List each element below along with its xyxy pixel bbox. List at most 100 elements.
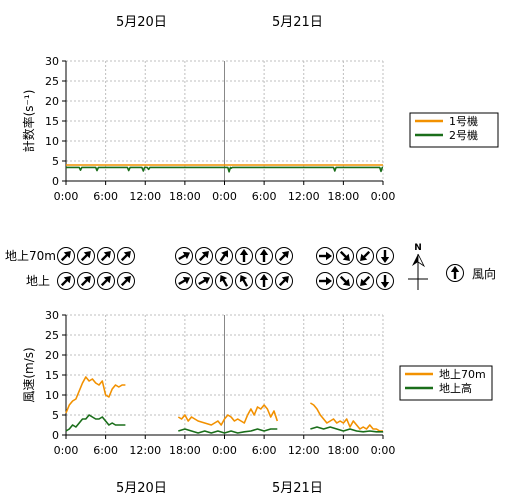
wind-arrow-shaft [222, 279, 229, 287]
wind-arrow [380, 250, 390, 263]
y-tick-label: 30 [45, 309, 59, 322]
wind-icon-lower [117, 272, 135, 290]
date-label-top-2: 5月21日 [272, 15, 323, 30]
wind-arrow-shaft [198, 254, 206, 262]
wind-arrow-shaft [278, 254, 286, 262]
wind-arrow-shaft [80, 279, 88, 287]
wind-arrow [100, 251, 111, 262]
wind-arrow-head [342, 278, 350, 286]
wind-arrow-shaft [363, 250, 371, 258]
wind-arrow-head [281, 251, 289, 259]
wind-arrow [178, 276, 191, 286]
wind-icon-upper [77, 247, 95, 265]
wind-arrow [360, 250, 371, 261]
wind-arrow-shaft [242, 279, 249, 287]
series-line-2 [178, 428, 278, 434]
x-tick-label: 6:00 [93, 190, 118, 203]
wind-arrow-head [380, 257, 390, 263]
wind-icon-upper [316, 247, 334, 265]
wind-arrow-shaft [80, 254, 88, 262]
legend-label: 地上70m [439, 368, 486, 381]
wind-arrow [178, 251, 191, 261]
wind-arrow-head [239, 249, 249, 255]
wind-arrow-head [360, 278, 368, 286]
wind-icon-upper [376, 247, 394, 265]
y-tick-label: 5 [52, 409, 59, 422]
wind-arrow [319, 251, 332, 261]
x-tick-label: 6:00 [252, 444, 277, 457]
wind-arrow-head [326, 276, 332, 286]
wind-arrow [80, 276, 91, 287]
wind-arrow-shaft [100, 279, 108, 287]
wind-arrow [380, 275, 390, 288]
wind-arrow-shaft [178, 254, 186, 261]
wind-icon-upper [175, 247, 193, 265]
y-tick-label: 5 [52, 155, 59, 168]
wind-arrow-head [281, 276, 289, 284]
wind-arrow [278, 276, 289, 287]
wind-arrow [278, 251, 289, 262]
x-tick-label: 6:00 [93, 444, 118, 457]
north-compass-icon: N [408, 243, 428, 290]
wind-icon-lower [215, 272, 233, 290]
y-axis-label: 計数率(s⁻¹) [21, 90, 36, 153]
wind-arrow-head [450, 266, 460, 272]
wind-arrow [100, 276, 111, 287]
y-tick-label: 20 [45, 349, 59, 362]
y-tick-label: 20 [45, 95, 59, 108]
legend-label: 1号機 [449, 114, 478, 128]
wind-arrow [259, 274, 269, 287]
wind-arrow-shaft [219, 254, 226, 262]
wind-arrow-shaft [120, 279, 128, 287]
series-line-1 [65, 376, 126, 414]
wind-arrow [198, 276, 211, 286]
wind-arrow-shaft [60, 279, 68, 287]
y-tick-label: 15 [45, 115, 59, 128]
wind-arrow-shaft [339, 275, 347, 283]
wind-arrow-head [239, 274, 248, 283]
wind-arrow-head [83, 276, 91, 284]
wind-arrow-shaft [60, 254, 68, 262]
wind-arrow [198, 251, 209, 262]
wind-icon-lower [336, 272, 354, 290]
wind-arrow-head [123, 276, 131, 284]
date-label-bottom-2: 5月21日 [272, 481, 323, 496]
wind-icon-lower [235, 272, 253, 290]
wind-arrow-head [83, 251, 91, 259]
wind-icon-upper [336, 247, 354, 265]
wind-row-label-lower: 地上 [26, 274, 50, 288]
wind-arrow-head [63, 251, 71, 259]
wind-arrow-head [380, 282, 390, 288]
x-tick-label: 18:00 [169, 190, 201, 203]
wind-arrow [219, 274, 229, 287]
legend-label: 地上高 [439, 381, 472, 395]
compass-needle-right [417, 253, 426, 268]
wind-arrow [360, 275, 371, 286]
wind-icon-lower [356, 272, 374, 290]
y-tick-label: 30 [45, 55, 59, 68]
wind-icon-lower [376, 272, 394, 290]
wind-arrow [239, 274, 249, 287]
wind-arrow-shaft [198, 279, 206, 286]
wind-arrow-shaft [339, 250, 347, 258]
wind-icon-upper [97, 247, 115, 265]
y-tick-label: 25 [45, 75, 59, 88]
x-tick-label: 0:00 [212, 444, 237, 457]
wind-arrow [120, 276, 131, 287]
wind-arrow-head [63, 276, 71, 284]
wind-arrow-shaft [120, 254, 128, 262]
wind-arrow-head [259, 274, 269, 280]
wind-arrow-head [219, 274, 228, 283]
series-line-2 [66, 166, 384, 173]
y-tick-label: 0 [52, 429, 59, 442]
x-tick-label: 0:00 [371, 190, 396, 203]
x-tick-label: 0:00 [54, 444, 79, 457]
wind-arrow-head [103, 251, 111, 259]
wind-icon-upper [215, 247, 233, 265]
x-tick-label: 0:00 [54, 190, 79, 203]
x-tick-label: 6:00 [252, 190, 277, 203]
wind-arrow [239, 249, 249, 262]
wind-arrow-head [360, 253, 368, 261]
wind-arrow-head [201, 251, 209, 259]
wind-arrow-head [182, 276, 191, 285]
